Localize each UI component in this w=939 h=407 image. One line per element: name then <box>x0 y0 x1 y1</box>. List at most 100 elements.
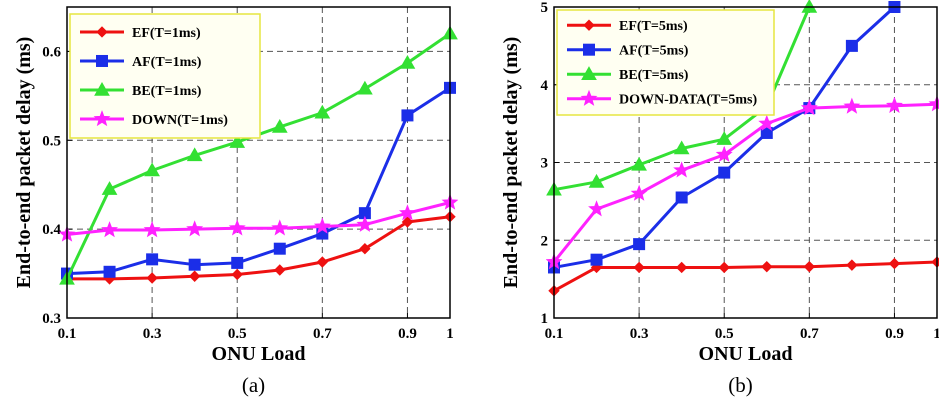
data-point <box>931 256 939 268</box>
data-point <box>631 156 647 171</box>
legend-marker <box>93 110 111 127</box>
figure-caption: (a) <box>242 373 265 397</box>
data-point <box>273 242 286 255</box>
chart-b: 0.1 0.3 0.5 0.7 0.9 1 1 2 3 4 5 EF(T=5ms) AF(T=5ms) B… <box>500 0 939 397</box>
y-tick-label: 4 <box>541 78 549 94</box>
legend-label: EF(T=5ms) <box>619 19 688 34</box>
data-point <box>401 109 414 122</box>
data-point <box>314 104 331 119</box>
data-point <box>271 118 288 133</box>
data-point <box>146 253 159 266</box>
data-point <box>885 96 903 113</box>
data-point <box>357 80 373 95</box>
data-point <box>673 140 690 155</box>
data-point <box>229 134 246 148</box>
x-tick-label: 0.9 <box>885 326 904 342</box>
series-star <box>59 193 458 242</box>
legend-marker <box>94 81 110 96</box>
series-diamond <box>61 210 456 285</box>
series-line <box>66 86 451 276</box>
y-tick-label: 2 <box>541 233 549 249</box>
x-tick-label: 0.1 <box>58 326 77 342</box>
x-tick-label: 0.3 <box>143 326 162 342</box>
legend: EF(T=1ms) AF(T=1ms) BE(T=1ms) DOWN(T=1ms) <box>69 13 261 139</box>
data-point <box>144 162 160 177</box>
data-point <box>588 200 606 217</box>
y-tick-label: 0.6 <box>42 44 61 60</box>
data-point <box>803 260 816 273</box>
data-point <box>271 219 289 236</box>
legend-label: AF(T=1ms) <box>132 55 202 70</box>
data-point <box>274 264 286 276</box>
data-point <box>398 204 416 221</box>
data-point <box>188 270 201 282</box>
data-point <box>843 97 861 114</box>
data-point <box>356 215 374 232</box>
data-point <box>630 184 648 201</box>
x-tick-label: 1 <box>933 326 939 342</box>
legend-label: AF(T=5ms) <box>619 44 689 59</box>
series-diamond <box>548 256 939 297</box>
y-tick-label: 1 <box>541 311 549 327</box>
x-tick-label: 1 <box>446 326 454 342</box>
x-tick-label: 0.7 <box>313 326 332 342</box>
data-point <box>359 242 371 255</box>
data-point <box>588 173 605 188</box>
data-point <box>101 221 119 238</box>
x-tick-label: 0.5 <box>228 326 247 342</box>
data-point <box>146 272 158 284</box>
data-point <box>758 114 776 131</box>
plot-frame <box>553 6 938 319</box>
data-point <box>800 99 818 116</box>
data-point <box>590 253 603 266</box>
legend-marker <box>583 19 595 31</box>
x-tick-label: 0.1 <box>545 326 564 342</box>
data-point <box>401 216 414 228</box>
data-point <box>186 147 203 162</box>
x-axis-label: ONU Load <box>699 343 793 365</box>
data-point <box>673 161 691 178</box>
y-axis-label: End-to-end packet delay (ms) <box>500 37 522 289</box>
legend-label: DOWN-DATA(T=5ms) <box>619 93 757 108</box>
data-point <box>801 0 818 13</box>
series-star <box>546 95 939 270</box>
y-tick-label: 0.4 <box>42 222 61 238</box>
x-tick-label: 0.9 <box>398 326 417 342</box>
legend-label: BE(T=5ms) <box>619 68 689 83</box>
legend-label: DOWN(T=1ms) <box>132 113 228 128</box>
data-point <box>716 131 733 145</box>
data-point <box>313 217 331 234</box>
series-line <box>552 102 938 263</box>
data-point <box>675 261 688 274</box>
data-point <box>718 261 730 274</box>
legend: EF(T=5ms) AF(T=5ms) BE(T=5ms) DOWN-DATA(T=5… <box>556 9 775 116</box>
series-line <box>66 201 451 236</box>
chart-a: 0.1 0.3 0.5 0.7 0.9 10.30.40.50.6EF(T=1ms)AF(… <box>13 6 458 397</box>
data-point <box>675 191 688 204</box>
data-point <box>188 258 201 271</box>
x-tick-label: 0.5 <box>715 326 734 342</box>
data-point <box>103 265 116 278</box>
legend-marker <box>583 43 595 56</box>
figure-caption: (b) <box>728 373 753 397</box>
plot-area <box>546 0 939 297</box>
y-tick-label: 0.3 <box>42 311 61 327</box>
legend-marker <box>580 89 598 106</box>
data-point <box>186 220 204 237</box>
y-tick-label: 0.5 <box>42 133 61 149</box>
data-point <box>633 261 645 274</box>
series-line <box>553 260 938 293</box>
data-point <box>761 260 773 273</box>
y-axis-label: End-to-end packet delay (ms) <box>13 37 35 289</box>
data-point <box>231 256 244 269</box>
data-point <box>231 268 243 281</box>
data-point <box>633 238 646 251</box>
legend-marker <box>96 26 108 38</box>
data-point <box>715 145 733 162</box>
x-tick-label: 0.3 <box>630 326 649 342</box>
series-line <box>67 215 451 281</box>
data-point <box>760 126 773 139</box>
data-point <box>228 219 246 236</box>
x-axis-label: ONU Load <box>212 343 306 365</box>
